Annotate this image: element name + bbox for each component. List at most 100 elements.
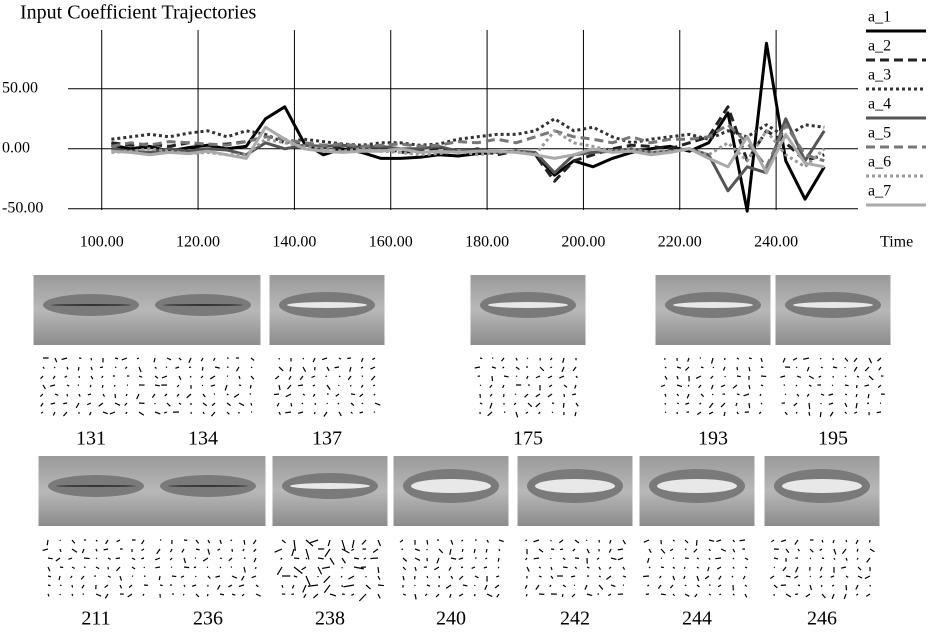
flow-vector xyxy=(782,566,787,572)
flow-vector xyxy=(178,375,182,380)
flow-vector xyxy=(54,357,58,363)
flow-vector xyxy=(831,593,835,600)
flow-vector xyxy=(276,566,283,576)
flow-vector xyxy=(782,357,786,363)
flow-vector xyxy=(562,584,567,588)
flow-vector xyxy=(89,384,92,388)
flow-vector xyxy=(821,557,825,560)
flow-vector xyxy=(114,366,117,369)
flow-vector xyxy=(808,411,811,416)
flow-vector xyxy=(803,357,810,360)
flow-vector xyxy=(795,411,798,414)
flow-vector xyxy=(47,566,51,572)
flow-vector xyxy=(744,584,748,587)
flow-vector xyxy=(708,593,712,596)
flow-vector xyxy=(676,375,679,380)
flow-vector xyxy=(878,366,882,371)
flow-vector xyxy=(497,557,500,562)
flow-vector xyxy=(302,357,305,360)
flow-vector xyxy=(584,584,588,590)
flow-vector xyxy=(71,548,78,553)
flow-vector xyxy=(125,411,128,415)
x-tick-label: 200.00 xyxy=(561,234,605,251)
flow-vector xyxy=(795,593,799,596)
flow-vector xyxy=(736,411,739,415)
flow-vector xyxy=(136,357,140,360)
flow-vector xyxy=(243,539,246,545)
flow-vector xyxy=(855,402,858,409)
flow-vector xyxy=(805,593,811,598)
flow-vector xyxy=(844,411,848,414)
flow-vector xyxy=(780,375,786,378)
flow-vector xyxy=(215,575,221,578)
flow-vector xyxy=(876,411,882,414)
flow-vector xyxy=(255,593,262,597)
flow-vector xyxy=(744,593,748,598)
flow-vector xyxy=(657,584,662,590)
flow-vector xyxy=(159,584,163,587)
flow-vector xyxy=(660,593,666,596)
flow-vector xyxy=(571,593,576,598)
flow-vector xyxy=(242,548,245,552)
flow-vector xyxy=(844,402,848,408)
flow-vector xyxy=(377,566,380,574)
x-tick-label: 180.00 xyxy=(465,234,509,251)
flow-vector xyxy=(562,402,565,408)
flow-vector xyxy=(209,375,216,380)
flow-vector xyxy=(720,384,726,388)
flow-vector xyxy=(704,575,710,580)
flow-vector xyxy=(68,557,73,560)
flow-vector xyxy=(563,384,568,388)
flow-vector xyxy=(281,539,286,544)
flow-vector xyxy=(107,575,111,578)
flow-vector xyxy=(114,357,119,360)
flow-vector xyxy=(347,357,352,360)
flow-vector xyxy=(438,548,444,554)
flow-vector xyxy=(515,357,518,361)
flow-vector xyxy=(327,539,331,547)
flow-vector xyxy=(696,575,700,582)
flow-vector xyxy=(535,393,541,398)
flow-vector xyxy=(202,393,206,398)
flow-vector xyxy=(241,593,245,597)
flow-vector xyxy=(686,393,690,399)
flow-vector xyxy=(87,393,92,396)
flow-vector xyxy=(821,539,824,543)
flow-vector xyxy=(212,357,216,362)
flow-vector xyxy=(360,366,364,369)
flow-vector xyxy=(797,548,800,552)
flow-vector xyxy=(647,584,650,587)
flow-vector xyxy=(176,393,180,397)
flow-vector xyxy=(676,402,680,405)
flow-vector xyxy=(610,557,617,561)
flow-vector xyxy=(864,384,870,387)
flow-vector xyxy=(809,584,813,591)
flow-vector xyxy=(684,593,690,597)
flow-vector xyxy=(62,411,68,417)
flow-vector xyxy=(153,357,156,363)
flow-vector xyxy=(200,357,204,362)
flow-vector xyxy=(515,411,519,418)
flow-vector xyxy=(231,593,236,596)
flow-vector xyxy=(748,384,751,390)
flow-vector xyxy=(736,393,740,396)
flow-vector xyxy=(676,393,680,397)
flow-vector xyxy=(95,557,98,560)
flow-vector xyxy=(708,539,715,542)
flow-vector xyxy=(47,593,50,597)
flow-vector xyxy=(58,575,61,581)
flow-vector xyxy=(659,575,662,579)
flow-vector xyxy=(672,539,675,542)
flow-vector xyxy=(856,557,859,560)
flow-vector xyxy=(99,366,104,369)
flow-vector xyxy=(574,411,577,417)
flow-vector xyxy=(350,411,353,414)
flow-vector xyxy=(312,384,316,387)
flow-vector xyxy=(535,584,540,590)
flow-vector xyxy=(832,366,838,369)
flow-vector xyxy=(819,357,822,360)
frame-label: 246 xyxy=(807,608,837,630)
flow-vector xyxy=(301,402,304,405)
flow-vector xyxy=(278,411,281,415)
flow-vector xyxy=(214,366,220,369)
